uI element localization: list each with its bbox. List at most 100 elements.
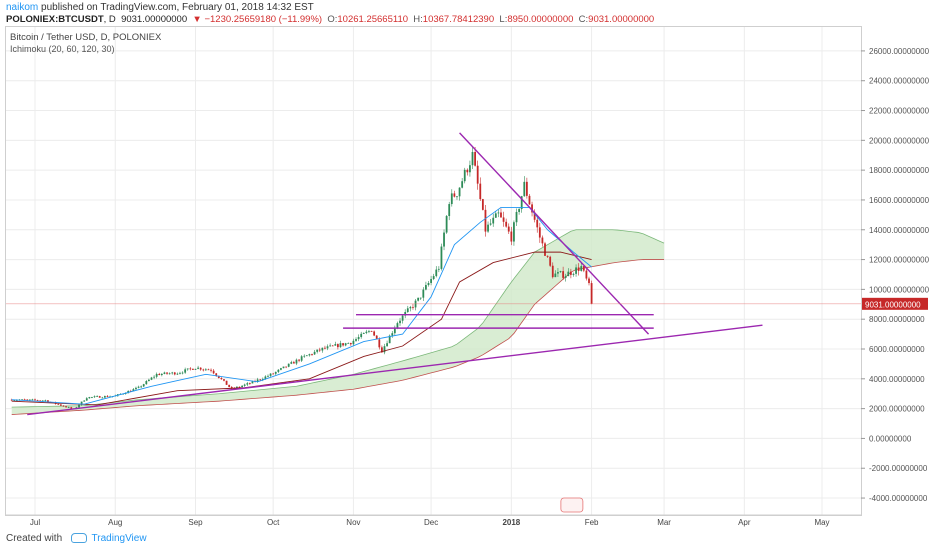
candle-body — [554, 273, 557, 278]
close-label: C: — [578, 14, 589, 25]
candle-body — [497, 212, 500, 214]
candle-body — [194, 368, 197, 370]
candle-body — [228, 384, 231, 388]
candle-body — [96, 396, 99, 397]
candle-body — [430, 279, 432, 283]
candle-body — [549, 256, 552, 266]
x-tick-label: Apr — [738, 518, 751, 527]
candle-body — [388, 335, 391, 344]
candle-body — [440, 246, 443, 269]
tradingview-logo-icon — [70, 533, 87, 544]
candle-body — [248, 383, 251, 384]
y-tick-label: 12000.00000000 — [869, 256, 930, 265]
candle-body — [290, 362, 293, 364]
author-link[interactable]: naikom — [6, 2, 39, 13]
candle-body — [515, 211, 518, 223]
candle-body — [531, 204, 533, 213]
candle-body — [163, 372, 166, 374]
candle-body — [93, 396, 96, 398]
interval-label: D — [108, 14, 116, 25]
trendline-drawing — [27, 324, 763, 416]
candle-body — [391, 333, 394, 336]
candle-body — [39, 400, 42, 402]
candle-body — [437, 268, 440, 270]
candle-body — [285, 366, 288, 368]
candle-body — [481, 199, 484, 210]
indicator-legend[interactable]: Ichimoku (20, 60, 120, 30) — [10, 44, 115, 54]
candle-body — [207, 369, 210, 371]
candle-body — [202, 369, 205, 371]
candle-body — [313, 351, 316, 355]
candle-body — [148, 379, 150, 382]
candle-body — [562, 271, 565, 278]
candle-body — [471, 152, 474, 166]
candle-body — [168, 373, 171, 375]
candle-body — [427, 282, 430, 286]
candle-body — [334, 344, 337, 346]
candle-body — [393, 328, 396, 334]
candle-body — [396, 323, 399, 329]
candle-body — [132, 389, 135, 392]
candle-body — [155, 373, 158, 377]
candle-body — [572, 273, 575, 275]
candle-body — [412, 306, 414, 308]
candle-body — [186, 368, 189, 370]
candle-body — [463, 169, 466, 182]
candle-body — [223, 379, 225, 381]
candle-body — [474, 152, 476, 166]
candle-body — [541, 237, 544, 244]
candle-body — [184, 369, 187, 373]
candle-body — [344, 343, 347, 346]
candle-body — [140, 386, 143, 388]
candle-body — [370, 330, 373, 332]
candle-body — [204, 369, 207, 371]
candle-body — [181, 372, 184, 374]
leading-span-b-line — [11, 259, 665, 415]
x-tick-label: 2018 — [502, 518, 520, 527]
candle-body — [373, 331, 376, 336]
candle-body — [230, 387, 233, 389]
candle-body — [487, 224, 489, 232]
candle-body — [564, 276, 567, 278]
candle-body — [166, 372, 168, 374]
candle-body — [422, 289, 425, 298]
y-tick-label: 6000.00000000 — [869, 345, 925, 354]
candle-body — [212, 370, 215, 374]
candle-body — [137, 386, 140, 388]
candle-body — [243, 384, 246, 386]
candle-body — [342, 343, 344, 346]
candle-body — [445, 216, 448, 233]
candle-body — [417, 297, 420, 301]
candle-body — [409, 306, 412, 309]
candle-body — [173, 372, 176, 375]
candle-body — [588, 278, 590, 284]
x-tick-label: Jul — [30, 518, 40, 527]
candle-body — [179, 372, 181, 374]
candle-body — [106, 396, 109, 397]
tradingview-link[interactable]: TradingView — [91, 533, 147, 544]
candle-body — [453, 193, 456, 197]
candle-body — [160, 373, 163, 376]
created-with-text: Created with — [6, 533, 63, 544]
candle-body — [192, 368, 194, 370]
candle-body — [326, 346, 329, 349]
candle-body — [215, 373, 218, 376]
trendline-drawing — [459, 132, 650, 335]
candle-body — [318, 349, 321, 351]
candle-body — [13, 400, 16, 402]
candle-body — [401, 315, 404, 321]
candle-body — [65, 406, 67, 408]
candle-body — [360, 333, 363, 338]
candle-body — [590, 283, 593, 304]
candle-body — [557, 272, 559, 274]
candle-body — [551, 265, 554, 278]
x-tick-label: Sep — [188, 518, 203, 527]
candle-body — [569, 271, 572, 275]
publish-info: naikom published on TradingView.com, Feb… — [6, 2, 314, 13]
candle-body — [124, 393, 127, 395]
candle-body — [98, 396, 101, 398]
candle-body — [510, 231, 513, 242]
candle-body — [303, 355, 306, 357]
candle-body — [256, 379, 259, 382]
